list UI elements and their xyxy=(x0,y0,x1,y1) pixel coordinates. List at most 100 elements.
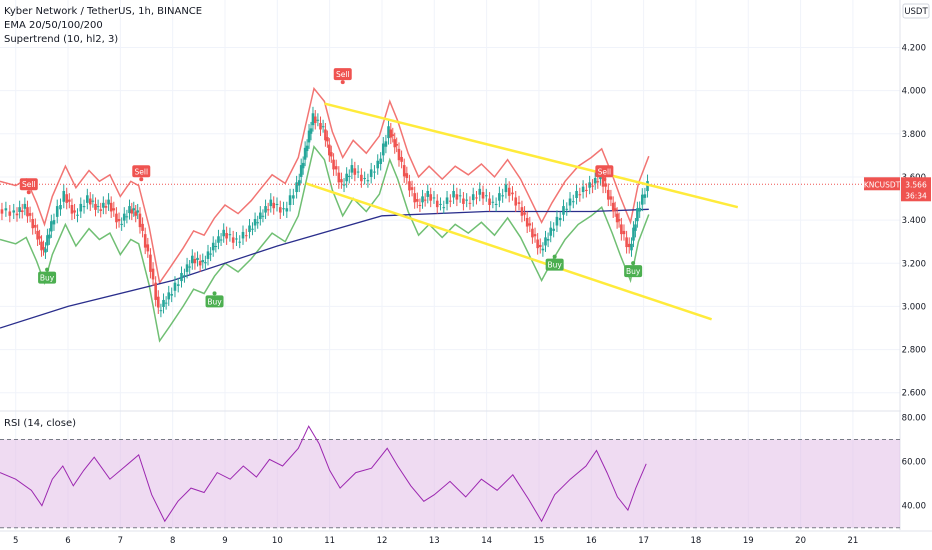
candle-body xyxy=(575,190,578,198)
candle-body xyxy=(222,229,225,237)
candle-body xyxy=(303,147,307,160)
rsi-tick-label: 60.00 xyxy=(902,458,926,468)
time-tick-label: 8 xyxy=(170,536,175,546)
signal-label: Buy xyxy=(547,261,562,270)
candle-body xyxy=(615,213,619,223)
candle-body xyxy=(636,208,639,222)
candle-body xyxy=(4,208,8,211)
candle-body xyxy=(88,198,92,205)
signal-badge xyxy=(19,178,38,191)
signal-badge xyxy=(132,165,151,178)
candle-body xyxy=(190,255,194,264)
candle-body xyxy=(99,209,103,211)
time-tick-label: 16 xyxy=(586,536,597,546)
candle-body xyxy=(384,141,388,147)
candle-body xyxy=(381,143,385,156)
candle-body xyxy=(209,253,212,255)
price-axis[interactable]: 4.2004.0003.8003.6003.4003.2003.0002.800… xyxy=(901,0,932,530)
candle-body xyxy=(68,199,71,202)
candle-body xyxy=(201,260,205,263)
candle-body xyxy=(259,212,262,220)
candle-body xyxy=(478,188,482,195)
candle-body xyxy=(136,210,139,213)
price-axis-bg xyxy=(901,0,932,530)
candle-body xyxy=(231,237,235,243)
candle-body xyxy=(214,246,218,247)
candle-body xyxy=(38,236,41,239)
candle-body xyxy=(397,148,401,161)
ema-legend[interactable]: EMA 20/50/100/200 xyxy=(4,20,103,31)
candle-body xyxy=(102,202,105,208)
candle-body xyxy=(525,217,529,227)
candle-body xyxy=(340,179,343,183)
rsi-legend[interactable]: RSI (14, close) xyxy=(4,418,77,429)
time-axis[interactable]: 5 6 7 8 9 10 11 12 13 14 15 16 17 18 19 20 21 xyxy=(0,530,932,546)
candle-body xyxy=(387,126,390,139)
candle-body xyxy=(426,190,430,197)
candle-body xyxy=(321,126,325,128)
candle-body xyxy=(465,199,468,201)
candle-body xyxy=(65,194,69,203)
price-tick-label: 3.000 xyxy=(902,302,926,312)
candle-body xyxy=(107,199,110,205)
candle-body xyxy=(128,206,131,214)
candle-body xyxy=(546,238,550,241)
candle-body xyxy=(134,211,138,216)
candle-body xyxy=(511,192,514,195)
candle-body xyxy=(109,202,113,212)
candle-body xyxy=(238,241,242,243)
candle-body xyxy=(552,228,555,231)
candle-body xyxy=(313,116,317,123)
supertrend-bands xyxy=(0,86,650,343)
candle-body xyxy=(299,165,303,177)
candle-body xyxy=(292,195,295,199)
candle-body xyxy=(432,197,436,199)
candle-body xyxy=(104,206,108,208)
candle-body xyxy=(391,134,395,136)
rsi-tick-label: 80.00 xyxy=(902,413,926,423)
trendlines xyxy=(305,102,739,321)
candle-body xyxy=(376,160,380,169)
price-label: 3.566 xyxy=(905,180,927,189)
trendline xyxy=(305,182,713,321)
candle-body xyxy=(533,234,537,237)
price-tick-label: 2.800 xyxy=(902,346,926,356)
candle-body xyxy=(183,275,186,277)
candle-body xyxy=(285,208,289,212)
candle-body xyxy=(613,208,617,211)
candle-body xyxy=(305,145,309,152)
candle-body xyxy=(442,207,446,209)
candle-body xyxy=(0,209,4,214)
candle-body xyxy=(337,172,341,183)
candle-body xyxy=(307,130,311,143)
candle-body xyxy=(122,213,126,221)
symbol-legend[interactable]: Kyber Network / TetherUS, 1h, BINANCE xyxy=(4,6,203,17)
candle-body xyxy=(295,182,298,193)
rsi-band xyxy=(0,439,900,528)
candle-body xyxy=(23,203,27,209)
signal-dot xyxy=(340,80,345,85)
candle-body xyxy=(311,113,315,126)
candle-body xyxy=(562,206,565,215)
candle-body xyxy=(350,165,354,173)
candle-body xyxy=(154,282,157,300)
candle-body xyxy=(494,203,498,205)
candle-body xyxy=(627,243,631,248)
price-series xyxy=(0,106,900,329)
candle-body xyxy=(225,233,228,239)
candle-body xyxy=(418,205,422,206)
signal-label: Buy xyxy=(40,274,55,283)
candle-body xyxy=(70,205,74,214)
buy-signal: Buy xyxy=(205,291,224,308)
time-tick-label: 7 xyxy=(118,536,123,546)
candle-body xyxy=(167,292,171,300)
supertrend-upper xyxy=(0,86,650,285)
candle-body xyxy=(20,210,24,213)
signal-label: Buy xyxy=(207,297,222,306)
candle-body xyxy=(91,200,95,202)
supertrend-legend[interactable]: Supertrend (10, hl2, 3) xyxy=(4,34,119,45)
candle-body xyxy=(86,195,89,203)
candle-body xyxy=(471,194,475,201)
candle-body xyxy=(498,193,501,201)
